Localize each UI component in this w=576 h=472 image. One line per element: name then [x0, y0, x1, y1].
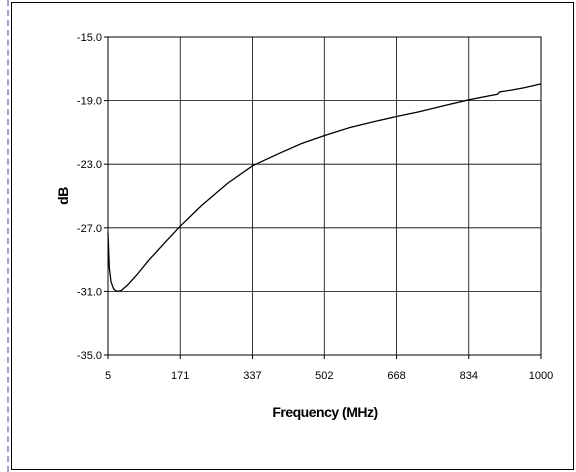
- left-dashed-border: [0, 0, 9, 472]
- series-line: [107, 83, 542, 293]
- x-tick-label: 171: [171, 370, 189, 382]
- grid-layer: [104, 36, 542, 359]
- y-tick-label: -35.0: [77, 350, 102, 362]
- y-axis-title: dB: [55, 187, 71, 205]
- y-tick-label: -27.0: [77, 223, 102, 235]
- x-axis-title: Frequency (MHz): [272, 404, 377, 420]
- y-tick-labels: -15.0 -19.0 -23.0 -27.0 -31.0 -35.0: [77, 32, 102, 362]
- y-tick-label: -19.0: [77, 96, 102, 108]
- x-tick-label: 337: [243, 370, 261, 382]
- y-tick-label: -31.0: [77, 286, 102, 298]
- x-tick-label: 834: [460, 370, 478, 382]
- x-tick-label: 1000: [529, 370, 553, 382]
- x-tick-labels: 5 171 337 502 668 834 1000: [105, 370, 553, 382]
- x-tick-label: 668: [387, 370, 405, 382]
- x-tick-label: 5: [105, 370, 111, 382]
- y-tick-label: -15.0: [77, 32, 102, 44]
- chart-frame: [11, 2, 574, 470]
- y-tick-label: -23.0: [77, 159, 102, 171]
- plot-area-border: [107, 36, 542, 356]
- x-tick-label: 502: [315, 370, 333, 382]
